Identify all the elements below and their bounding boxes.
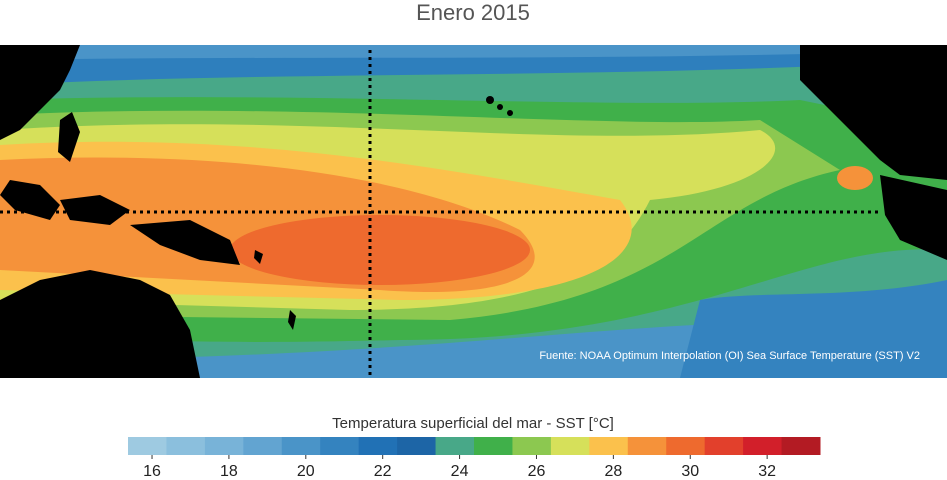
colorbar-tick-label: 28 (604, 463, 622, 480)
colorbar-tick-label: 30 (681, 463, 699, 480)
warm-spot (837, 166, 873, 190)
colorbar-tick-label: 24 (451, 463, 469, 480)
colorbar-bin (358, 437, 398, 455)
colorbar-bin (435, 437, 475, 455)
colorbar-tick-label: 32 (758, 463, 776, 480)
colorbar-bin (474, 437, 513, 455)
colorbar-bin (627, 437, 667, 455)
colorbar-bin (128, 437, 167, 455)
source-note: Fuente: NOAA Optimum Interpolation (OI) … (539, 350, 920, 362)
colorbar-bin (512, 437, 552, 455)
colorbar-bin (550, 437, 590, 455)
colorbar-bin (166, 437, 206, 455)
colorbar-bin (320, 437, 360, 455)
ocean-band (680, 280, 947, 378)
colorbar-bin (281, 437, 321, 455)
colorbar-tick-label: 22 (374, 463, 392, 480)
colorbar: 16 18 20 22 24 26 28 30 32 (128, 437, 821, 480)
colorbar-bin (204, 437, 244, 455)
colorbar-tick-label: 16 (143, 463, 161, 480)
colorbar-tick-label: 18 (220, 463, 238, 480)
colorbar-bin (704, 437, 744, 455)
colorbar-label: Temperatura superficial del mar - SST [°… (332, 415, 614, 432)
colorbar-bin (397, 437, 437, 455)
colorbar-bin (243, 437, 283, 455)
colorbar-bin (666, 437, 706, 455)
colorbar-bin (781, 437, 821, 455)
map: Fuente: NOAA Optimum Interpolation (OI) … (0, 45, 947, 378)
colorbar-tick-label: 26 (528, 463, 546, 480)
map-title: Enero 2015 (416, 0, 530, 25)
colorbar-bin (743, 437, 783, 455)
warm-pool (230, 215, 530, 285)
land (0, 45, 947, 378)
colorbar-tick-label: 20 (297, 463, 315, 480)
colorbar-bin (589, 437, 629, 455)
